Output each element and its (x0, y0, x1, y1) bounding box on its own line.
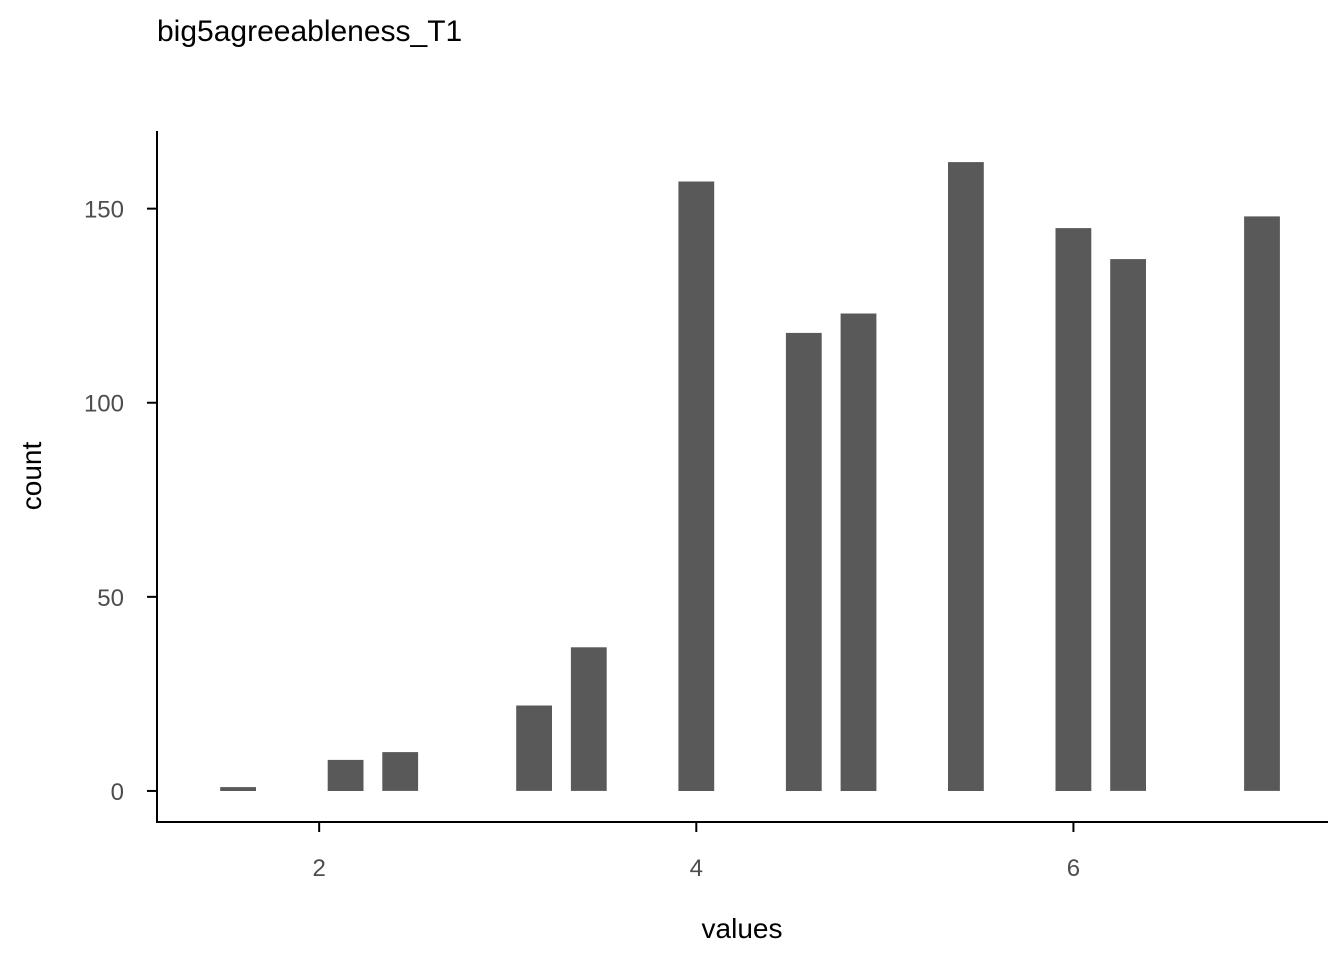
bar (840, 313, 877, 791)
bar (948, 162, 984, 792)
x-tick-label: 6 (1067, 855, 1080, 882)
bar (570, 647, 607, 791)
y-tick-label: 50 (97, 585, 124, 612)
bar (1055, 228, 1092, 792)
bar (382, 752, 419, 791)
bar (1110, 259, 1146, 791)
chart-title: big5agreeableness_T1 (157, 15, 462, 48)
bar (785, 332, 822, 791)
x-axis-title: values (702, 913, 783, 944)
bar (220, 787, 256, 791)
x-tick-label: 4 (690, 855, 703, 882)
y-tick-label: 100 (84, 391, 124, 418)
y-axis-title: count (16, 442, 47, 511)
bar (1244, 216, 1280, 791)
x-tick-label: 2 (312, 855, 325, 882)
y-tick-label: 0 (111, 779, 124, 806)
bars-group (220, 162, 1280, 792)
x-ticks-group: 2 4 6 (312, 822, 1080, 882)
y-ticks-group: 0 50 100 150 (84, 197, 157, 806)
bar (327, 759, 364, 791)
y-tick-label: 150 (84, 197, 124, 224)
bar (678, 181, 715, 791)
bar (516, 705, 552, 791)
